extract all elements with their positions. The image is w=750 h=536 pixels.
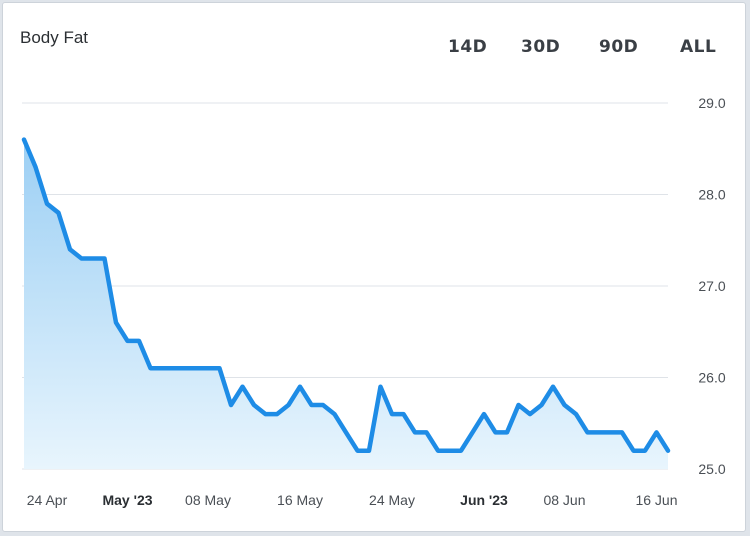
- y-tick-label: 27.0: [698, 278, 725, 294]
- x-tick-label: 16 May: [277, 492, 323, 508]
- x-tick-label: 08 May: [185, 492, 231, 508]
- x-tick-label: Jun '23: [460, 492, 508, 508]
- range-30d-button[interactable]: 30D: [521, 37, 561, 57]
- y-axis-ticks: 29.0 28.0 27.0 26.0 25.0: [698, 95, 725, 477]
- x-tick-label: 24 May: [369, 492, 415, 508]
- x-tick-label: 08 Jun: [543, 492, 585, 508]
- range-all-button[interactable]: ALL: [680, 37, 717, 57]
- y-tick-label: 26.0: [698, 370, 725, 386]
- x-axis-ticks: 24 Apr May '23 08 May 16 May 24 May Jun '23 08…: [27, 492, 678, 508]
- range-90d-button[interactable]: 90D: [599, 37, 639, 57]
- x-tick-label: 16 Jun: [635, 492, 677, 508]
- range-selector: 14D 30D 90D ALL: [3, 37, 747, 61]
- y-tick-label: 25.0: [698, 461, 725, 477]
- x-tick-label: 24 Apr: [27, 492, 68, 508]
- x-tick-label: May '23: [102, 492, 152, 508]
- y-tick-label: 29.0: [698, 95, 725, 111]
- data-points: [23, 139, 669, 451]
- chart-title: Body Fat: [20, 28, 89, 47]
- body-fat-area: [24, 139, 668, 469]
- y-tick-label: 28.0: [698, 187, 725, 203]
- range-14d-button[interactable]: 14D: [448, 37, 488, 57]
